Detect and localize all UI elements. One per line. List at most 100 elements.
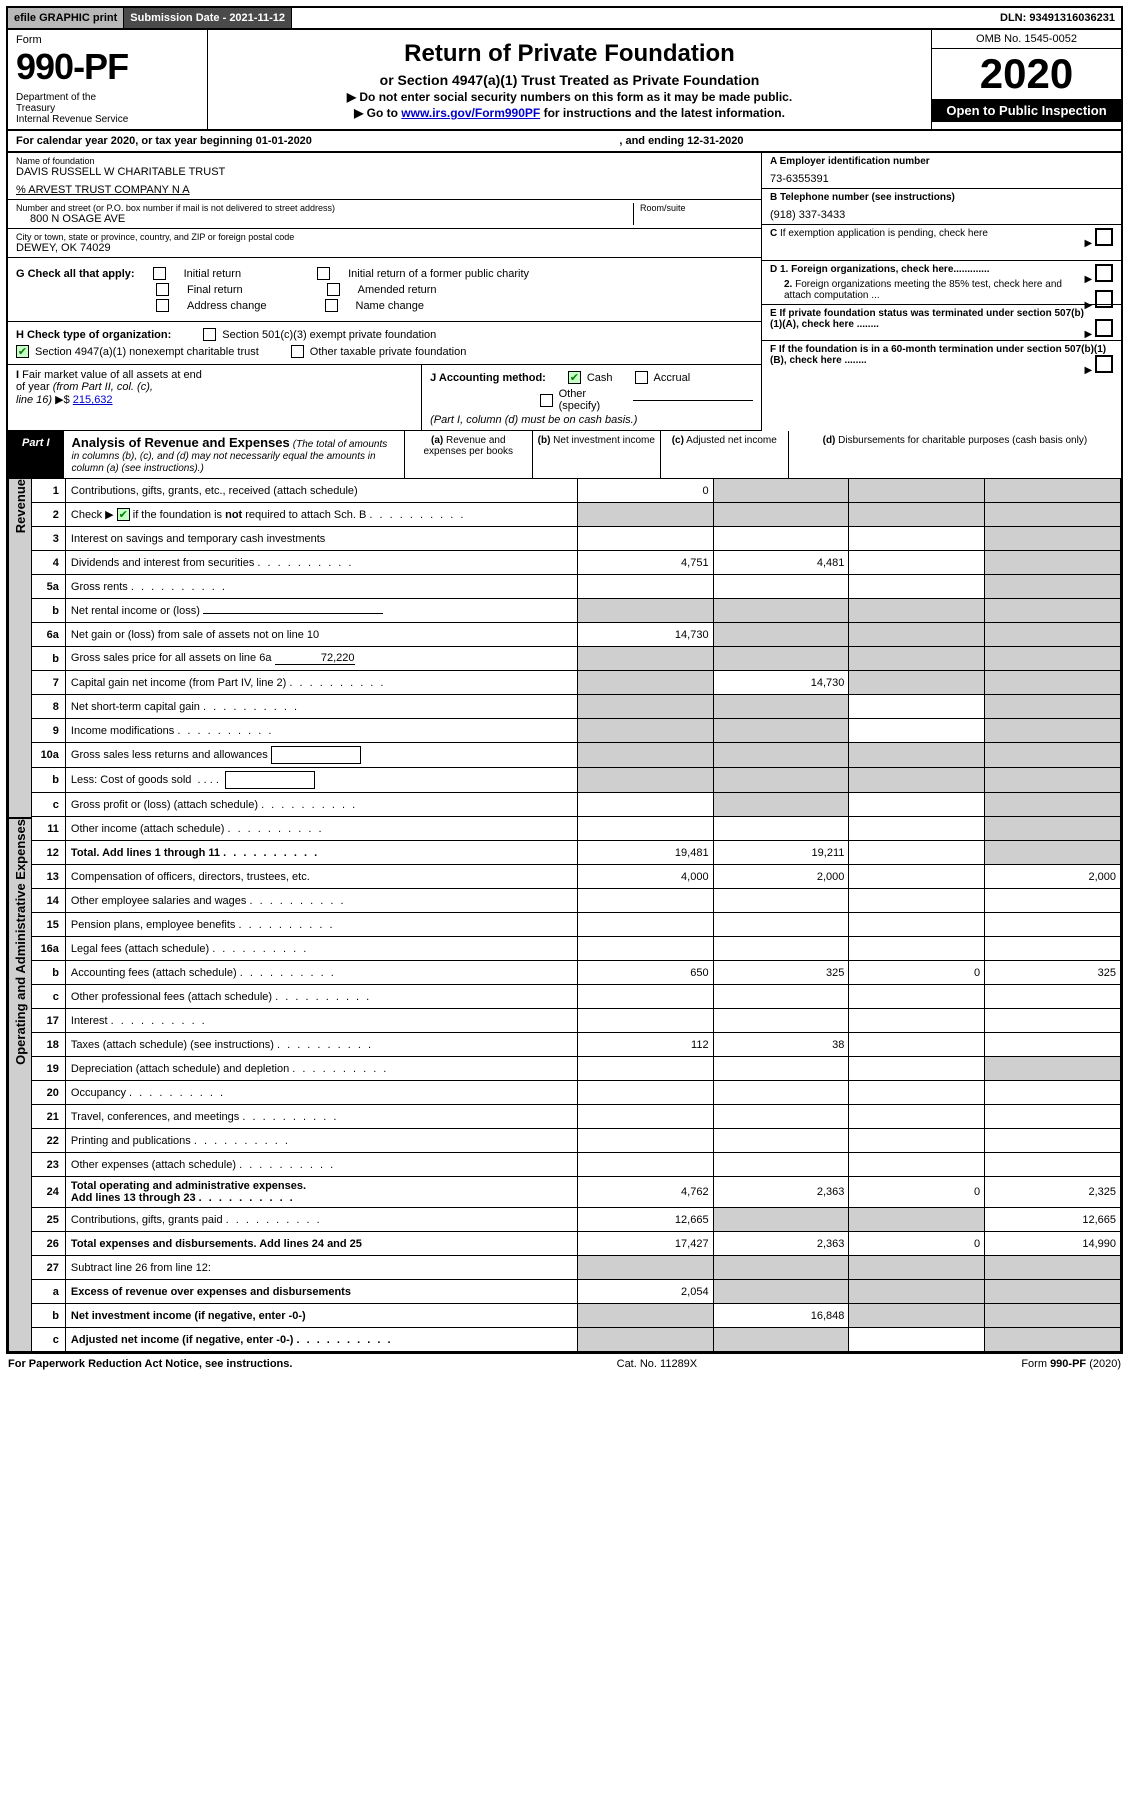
chk-other-taxable[interactable] — [291, 345, 304, 358]
row-14: 14Other employee salaries and wages — [32, 889, 1121, 913]
id-right: A Employer identification number 73-6355… — [761, 153, 1121, 431]
row-6b: bGross sales price for all assets on lin… — [32, 647, 1121, 671]
col-a-hdr: (a) Revenue and expenses per books — [405, 431, 533, 478]
form-title: Return of Private Foundation — [238, 40, 901, 68]
section-i: I Fair market value of all assets at end… — [8, 365, 422, 430]
row-3: 3Interest on savings and temporary cash … — [32, 527, 1121, 551]
row-16c: cOther professional fees (attach schedul… — [32, 985, 1121, 1009]
row-18: 18Taxes (attach schedule) (see instructi… — [32, 1033, 1121, 1057]
submission-date: Submission Date - 2021-11-12 — [124, 8, 292, 28]
form-note-2: ▶ Go to www.irs.gov/Form990PF for instru… — [238, 106, 901, 120]
part1-table: 1Contributions, gifts, grants, etc., rec… — [32, 478, 1121, 1352]
row-25: 25Contributions, gifts, grants paid 12,6… — [32, 1208, 1121, 1232]
row-16a: 16aLegal fees (attach schedule) — [32, 937, 1121, 961]
row-5a: 5aGross rents — [32, 575, 1121, 599]
dln: DLN: 93491316036231 — [994, 8, 1121, 28]
col-d-hdr: (d) Disbursements for charitable purpose… — [789, 431, 1121, 478]
identification-block: Name of foundation DAVIS RUSSELL W CHARI… — [6, 153, 1123, 431]
part1-grid: Revenue Operating and Administrative Exp… — [6, 478, 1123, 1354]
dept-label: Department of theTreasuryInternal Revenu… — [16, 92, 199, 125]
ein-cell: A Employer identification number 73-6355… — [762, 153, 1121, 189]
form-header: Form 990-PF Department of theTreasuryInt… — [6, 30, 1123, 131]
phone-cell: B Telephone number (see instructions) (9… — [762, 189, 1121, 225]
omb-number: OMB No. 1545-0052 — [932, 30, 1121, 49]
instructions-link[interactable]: www.irs.gov/Form990PF — [401, 106, 540, 120]
chk-4947a1[interactable]: ✔ — [16, 345, 29, 358]
form-number: 990-PF — [16, 46, 199, 88]
row-10c: cGross profit or (loss) (attach schedule… — [32, 793, 1121, 817]
header-right: OMB No. 1545-0052 2020 Open to Public In… — [931, 30, 1121, 129]
chk-name-change[interactable] — [325, 299, 338, 312]
row-23: 23Other expenses (attach schedule) — [32, 1153, 1121, 1177]
part1-tag: Part I — [8, 431, 64, 478]
section-ij: I Fair market value of all assets at end… — [8, 365, 761, 431]
top-bar: efile GRAPHIC print Submission Date - 20… — [6, 6, 1123, 30]
spacer — [292, 8, 994, 28]
efile-badge: efile GRAPHIC print — [8, 8, 124, 28]
part1-desc: Analysis of Revenue and Expenses (The to… — [64, 431, 405, 478]
row-7: 7Capital gain net income (from Part IV, … — [32, 671, 1121, 695]
section-g: G Check all that apply: Initial return I… — [8, 258, 761, 322]
chk-address-change[interactable] — [156, 299, 169, 312]
city-cell: City or town, state or province, country… — [8, 229, 761, 258]
row-11: 11Other income (attach schedule) — [32, 817, 1121, 841]
row-9: 9Income modifications — [32, 719, 1121, 743]
row-16b: bAccounting fees (attach schedule) 65032… — [32, 961, 1121, 985]
row-21: 21Travel, conferences, and meetings — [32, 1105, 1121, 1129]
row-4: 4Dividends and interest from securities … — [32, 551, 1121, 575]
header-center: Return of Private Foundation or Section … — [208, 30, 931, 129]
row-20: 20Occupancy — [32, 1081, 1121, 1105]
calendar-year-row: For calendar year 2020, or tax year begi… — [6, 131, 1123, 153]
chk-f[interactable] — [1095, 355, 1113, 373]
row-10a: 10aGross sales less returns and allowanc… — [32, 743, 1121, 768]
row-27: 27Subtract line 26 from line 12: — [32, 1256, 1121, 1280]
chk-initial-former[interactable] — [317, 267, 330, 280]
chk-final-return[interactable] — [156, 283, 169, 296]
row-27c: cAdjusted net income (if negative, enter… — [32, 1328, 1121, 1352]
row-27a: aExcess of revenue over expenses and dis… — [32, 1280, 1121, 1304]
col-b-hdr: (b) Net investment income — [533, 431, 661, 478]
chk-accrual[interactable] — [635, 371, 648, 384]
form-label: Form — [16, 34, 199, 46]
row-26: 26Total expenses and disbursements. Add … — [32, 1232, 1121, 1256]
part1-header-row: Part I Analysis of Revenue and Expenses … — [6, 431, 1123, 478]
foundation-name-cell: Name of foundation DAVIS RUSSELL W CHARI… — [8, 153, 761, 200]
row-27b: bNet investment income (if negative, ent… — [32, 1304, 1121, 1328]
row-12: 12Total. Add lines 1 through 11 19,48119… — [32, 841, 1121, 865]
chk-d1[interactable] — [1095, 264, 1113, 282]
chk-initial-return[interactable] — [153, 267, 166, 280]
page-footer: For Paperwork Reduction Act Notice, see … — [6, 1354, 1123, 1374]
form-subtitle: or Section 4947(a)(1) Trust Treated as P… — [238, 72, 901, 88]
revenue-label: Revenue — [8, 478, 32, 818]
fmv-link[interactable]: 215,632 — [73, 394, 113, 406]
row-19: 19Depreciation (attach schedule) and dep… — [32, 1057, 1121, 1081]
row-17: 17Interest — [32, 1009, 1121, 1033]
chk-d2[interactable] — [1095, 290, 1113, 308]
expenses-label: Operating and Administrative Expenses — [8, 818, 32, 1352]
cal-end: , and ending 12-31-2020 — [619, 135, 743, 147]
tax-year: 2020 — [932, 49, 1121, 99]
footer-cat: Cat. No. 11289X — [617, 1358, 698, 1370]
e-cell: E If private foundation status was termi… — [762, 305, 1121, 341]
chk-other-method[interactable] — [540, 394, 552, 407]
row-1: 1Contributions, gifts, grants, etc., rec… — [32, 479, 1121, 503]
row-24: 24Total operating and administrative exp… — [32, 1177, 1121, 1208]
row-6a: 6aNet gain or (loss) from sale of assets… — [32, 623, 1121, 647]
section-h: H Check type of organization: Section 50… — [8, 322, 761, 365]
footer-form: Form 990-PF (2020) — [1021, 1358, 1121, 1370]
chk-cash[interactable]: ✔ — [568, 371, 581, 384]
chk-501c3[interactable] — [203, 328, 216, 341]
d-cell: D 1. Foreign organizations, check here..… — [762, 261, 1121, 305]
row-8: 8Net short-term capital gain — [32, 695, 1121, 719]
footer-left: For Paperwork Reduction Act Notice, see … — [8, 1358, 292, 1370]
address-cell: Number and street (or P.O. box number if… — [8, 200, 761, 229]
c-cell: C If exemption application is pending, c… — [762, 225, 1121, 261]
row-22: 22Printing and publications — [32, 1129, 1121, 1153]
chk-c[interactable] — [1095, 228, 1113, 246]
row-10b: bLess: Cost of goods sold . . . . — [32, 768, 1121, 793]
chk-e[interactable] — [1095, 319, 1113, 337]
row-2: 2Check ▶ ✔ if the foundation is not requ… — [32, 503, 1121, 527]
row-15: 15Pension plans, employee benefits — [32, 913, 1121, 937]
row-5b: bNet rental income or (loss) — [32, 599, 1121, 623]
chk-amended-return[interactable] — [327, 283, 340, 296]
